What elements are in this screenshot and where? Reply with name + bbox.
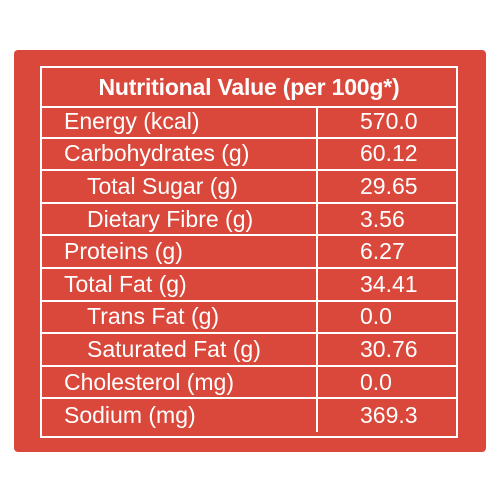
row-label: Total Fat (g) [64,270,187,297]
row-value-cell: 369.3 [318,399,456,432]
table-row-total-fat: Total Fat (g) 34.41 [42,269,456,302]
row-label-cell: Total Fat (g) [42,269,318,300]
row-value-cell: 60.12 [318,139,456,170]
row-value: 570.0 [360,107,418,134]
row-value-cell: 29.65 [318,171,456,202]
row-value: 60.12 [360,140,418,167]
row-label: Total Sugar (g) [87,172,238,199]
row-label: Trans Fat (g) [87,303,220,330]
row-label: Carbohydrates (g) [64,140,250,167]
table-row-carbohydrates: Carbohydrates (g) 60.12 [42,138,456,172]
row-label: Proteins (g) [64,238,183,265]
row-label-cell: Saturated Fat (g) [42,334,318,365]
row-value: 3.56 [360,205,405,232]
row-value-cell: 30.76 [318,334,456,365]
row-value-cell: 6.27 [318,236,456,267]
row-value-cell: 0.0 [318,302,456,333]
table-row-trans-fat: Trans Fat (g) 0.0 [42,301,456,335]
table-row-sodium: Sodium (mg) 369.3 [42,399,456,432]
row-label-cell: Energy (kcal) [42,106,318,137]
row-value-cell: 3.56 [318,204,456,235]
row-value-cell: 0.0 [318,367,456,398]
nutrition-panel [14,50,486,452]
table-title: Nutritional Value (per 100g*) [42,68,456,108]
table-row-energy: Energy (kcal) 570.0 [42,106,456,139]
row-value: 0.0 [360,368,392,395]
row-label: Energy (kcal) [64,107,200,134]
row-value: 34.41 [360,270,418,297]
row-label-cell: Sodium (mg) [42,399,318,432]
table-row-proteins: Proteins (g) 6.27 [42,236,456,269]
row-label-cell: Trans Fat (g) [42,301,318,333]
nutrition-table: Nutritional Value (per 100g*) Energy (kc… [40,66,458,438]
row-label: Sodium (mg) [64,402,196,429]
row-value: 0.0 [360,303,392,330]
row-value: 30.76 [360,335,418,362]
row-value-cell: 570.0 [318,106,456,137]
row-label: Dietary Fibre (g) [87,205,254,232]
row-label-cell: Total Sugar (g) [42,171,318,202]
row-label: Cholesterol (mg) [64,368,234,395]
row-label-cell: Carbohydrates (g) [42,138,318,170]
row-label-cell: Cholesterol (mg) [42,366,318,398]
row-label-cell: Dietary Fibre (g) [42,203,318,235]
row-label-cell: Proteins (g) [42,236,318,267]
row-value: 369.3 [360,402,418,429]
table-row-total-sugar: Total Sugar (g) 29.65 [42,171,456,204]
table-row-dietary-fibre: Dietary Fibre (g) 3.56 [42,203,456,237]
row-value: 29.65 [360,172,418,199]
row-value: 6.27 [360,238,405,265]
table-row-cholesterol: Cholesterol (mg) 0.0 [42,366,456,400]
row-value-cell: 34.41 [318,269,456,300]
row-label: Saturated Fat (g) [87,335,261,362]
table-row-saturated-fat: Saturated Fat (g) 30.76 [42,334,456,367]
